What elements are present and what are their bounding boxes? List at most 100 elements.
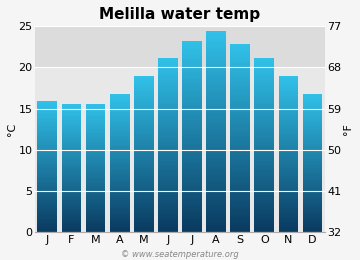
Bar [279,152,298,154]
Bar [230,72,250,75]
Bar [62,175,81,177]
Bar [158,161,178,163]
Bar [206,89,226,91]
Bar [230,167,250,169]
Bar [206,61,226,64]
Bar [279,82,298,84]
Bar [62,180,81,181]
Bar [86,200,105,202]
Bar [62,105,81,106]
Bar [182,43,202,46]
Bar [303,147,323,149]
Bar [182,103,202,106]
Bar [303,205,323,206]
Bar [37,198,57,200]
Bar [206,66,226,69]
Bar [110,207,130,208]
Bar [134,195,154,197]
Bar [62,217,81,218]
Bar [303,193,323,194]
Bar [86,220,105,221]
Bar [110,117,130,119]
Bar [230,211,250,214]
Bar [255,126,274,128]
Bar [230,152,250,155]
Bar [134,88,154,90]
Bar [134,127,154,129]
Bar [37,185,57,186]
Bar [134,156,154,158]
Bar [303,222,323,224]
Bar [158,230,178,232]
Bar [255,110,274,113]
Bar [62,199,81,200]
Bar [62,144,81,146]
Bar [62,128,81,130]
Bar [86,229,105,231]
Bar [206,180,226,182]
Bar [158,226,178,228]
Bar [158,169,178,171]
Bar [303,95,323,97]
Bar [134,178,154,180]
Bar [303,151,323,153]
Bar [279,139,298,141]
Bar [62,221,81,223]
Bar [158,128,178,130]
Bar [110,136,130,138]
Bar [110,231,130,232]
Bar [62,135,81,136]
Bar [110,107,130,108]
Bar [182,96,202,98]
Bar [230,157,250,159]
Bar [37,162,57,164]
Bar [62,149,81,151]
Bar [110,226,130,227]
Bar [206,31,226,33]
Bar [206,56,226,58]
Bar [110,229,130,231]
Bar [37,135,57,137]
Bar [303,99,323,101]
Bar [110,132,130,134]
Bar [86,208,105,210]
Bar [182,67,202,69]
Bar [37,175,57,177]
Bar [206,190,226,192]
Bar [134,168,154,170]
Bar [303,172,323,173]
Bar [110,202,130,203]
Bar [62,177,81,178]
Bar [134,190,154,191]
Bar [279,86,298,88]
Bar [279,168,298,170]
Bar [255,134,274,137]
Bar [206,81,226,84]
Bar [86,171,105,173]
Bar [206,212,226,215]
Bar [206,119,226,122]
Bar [86,149,105,150]
Bar [303,189,323,191]
Bar [110,196,130,198]
Bar [158,182,178,185]
Bar [303,149,323,151]
Bar [279,223,298,225]
Bar [303,165,323,167]
Y-axis label: °F: °F [343,123,353,135]
Bar [255,191,274,193]
Bar [230,63,250,65]
Bar [37,109,57,111]
Bar [230,221,250,223]
Bar [279,193,298,195]
Bar [255,185,274,187]
Bar [182,187,202,189]
Bar [255,60,274,62]
Bar [86,224,105,226]
Bar [279,197,298,199]
Bar [158,167,178,169]
Bar [230,216,250,218]
Bar [110,101,130,103]
Bar [230,82,250,84]
Bar [182,223,202,225]
